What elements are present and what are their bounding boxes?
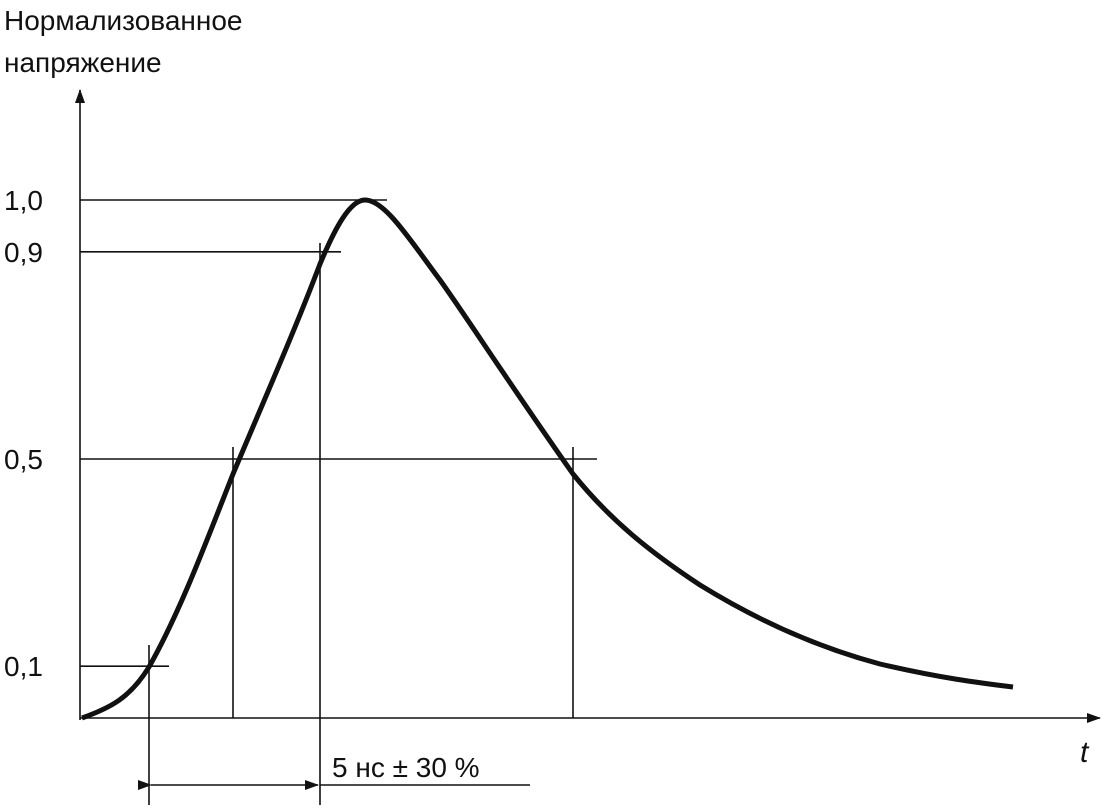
y-axis-label: Нормализованное xyxy=(4,5,242,36)
levels: 1,0 0,9 0,5 0,1 xyxy=(4,185,597,682)
x-axis-label: t xyxy=(1080,736,1090,769)
level-label: 1,0 xyxy=(4,185,43,216)
pulse-curve xyxy=(81,197,1014,721)
level-label: 0,1 xyxy=(4,651,43,682)
y-axis-label: напряжение xyxy=(4,47,162,78)
annotation: 5 нс ± 30 % xyxy=(332,752,480,783)
level-label: 0,5 xyxy=(4,444,43,475)
level-label: 0,9 xyxy=(4,237,43,268)
